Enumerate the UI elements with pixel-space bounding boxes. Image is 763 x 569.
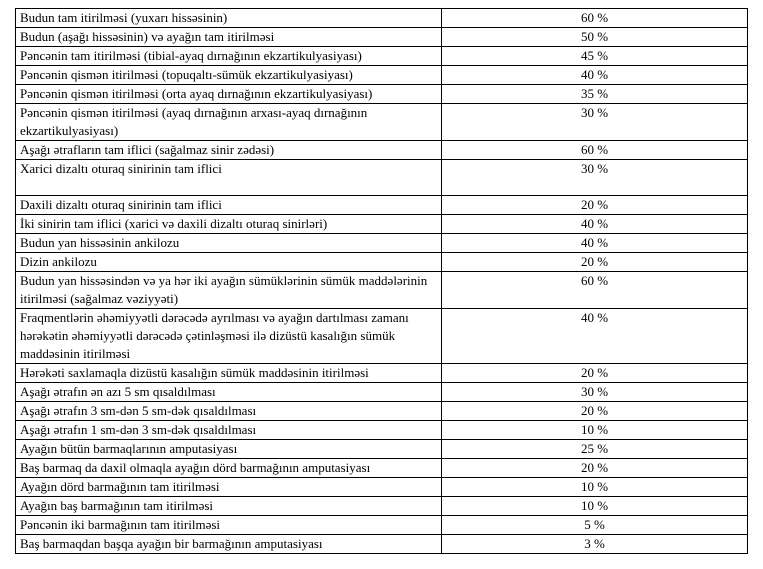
percent-cell: 60 % [441, 140, 748, 160]
condition-cell: Aşağı ətrafın 1 sm-dən 3 sm-dək qısaldıl… [15, 420, 442, 440]
percent-cell: 30 % [441, 382, 748, 402]
condition-cell: Aşağı ətrafın 3 sm-dən 5 sm-dək qısaldıl… [15, 401, 442, 421]
percent-cell: 20 % [441, 363, 748, 383]
condition-cell: Xarici dizaltı oturaq sinirinin tam ifli… [15, 159, 442, 196]
table-row: Budun yan hissəsindən və ya hər iki ayağ… [15, 271, 748, 309]
percent-cell: 35 % [441, 84, 748, 104]
table-row: Aşağı ətrafın ən azı 5 sm qısaldılması 30… [15, 382, 748, 402]
percent-cell: 5 % [441, 515, 748, 535]
table-row: Fraqmentlərin əhəmiyyətli dərəcədə ayrıl… [15, 308, 748, 364]
condition-cell: Pəncənin qismən itirilməsi (topuqaltı-sü… [15, 65, 442, 85]
table-row: Budun yan hissəsinin ankilozu 40 % [15, 233, 748, 253]
percent-cell: 45 % [441, 46, 748, 66]
table-row: Aşağı ətrafın 1 sm-dən 3 sm-dək qısaldıl… [15, 420, 748, 440]
condition-cell: Budun yan hissəsindən və ya hər iki ayağ… [15, 271, 442, 309]
table-row: Baş barmaq da daxil olmaqla ayağın dörd … [15, 458, 748, 478]
disability-table: Budun tam itirilməsi (yuxarı hissəsinin)… [15, 8, 748, 554]
table-row: Pəncənin qismən itirilməsi (topuqaltı-sü… [15, 65, 748, 85]
condition-cell: Daxili dizaltı oturaq sinirinin tam ifli… [15, 195, 442, 215]
percent-cell: 50 % [441, 27, 748, 47]
table-row: Pəncənin tam itirilməsi (tibial-ayaq dır… [15, 46, 748, 66]
condition-cell: Baş barmaqdan başqa ayağın bir barmağını… [15, 534, 442, 554]
condition-cell: Pəncənin iki barmağının tam itirilməsi [15, 515, 442, 535]
condition-cell: Dizin ankilozu [15, 252, 442, 272]
table-row: Budun tam itirilməsi (yuxarı hissəsinin)… [15, 8, 748, 28]
condition-cell: Ayağın dörd barmağının tam itirilməsi [15, 477, 442, 497]
table-row: Daxili dizaltı oturaq sinirinin tam ifli… [15, 195, 748, 215]
table-row: Pəncənin qismən itirilməsi (orta ayaq dı… [15, 84, 748, 104]
condition-cell: Budun (aşağı hissəsinin) və ayağın tam i… [15, 27, 442, 47]
percent-cell: 30 % [441, 103, 748, 141]
percent-cell: 20 % [441, 195, 748, 215]
table-row: Ayağın dörd barmağının tam itirilməsi 10 … [15, 477, 748, 497]
table-row: Baş barmaqdan başqa ayağın bir barmağını… [15, 534, 748, 554]
percent-cell: 20 % [441, 401, 748, 421]
condition-cell: Fraqmentlərin əhəmiyyətli dərəcədə ayrıl… [15, 308, 442, 364]
table-row: Aşağı ətrafların tam iflici (sağalmaz si… [15, 140, 748, 160]
percent-cell: 20 % [441, 252, 748, 272]
condition-cell: Baş barmaq da daxil olmaqla ayağın dörd … [15, 458, 442, 478]
percent-cell: 60 % [441, 8, 748, 28]
percent-cell: 25 % [441, 439, 748, 459]
table-row: Pəncənin qismən itirilməsi (ayaq dırnağı… [15, 103, 748, 141]
table-row: Hərəkəti saxlamaqla dizüstü kasalığın sü… [15, 363, 748, 383]
table-row: Ayağın bütün barmaqlarının amputasiyası 2… [15, 439, 748, 459]
percent-cell: 3 % [441, 534, 748, 554]
table-body: Budun tam itirilməsi (yuxarı hissəsinin)… [15, 8, 748, 554]
percent-cell: 10 % [441, 477, 748, 497]
table-row: Dizin ankilozu 20 % [15, 252, 748, 272]
condition-cell: Budun tam itirilməsi (yuxarı hissəsinin) [15, 8, 442, 28]
percent-cell: 10 % [441, 420, 748, 440]
condition-cell: Aşağı ətrafların tam iflici (sağalmaz si… [15, 140, 442, 160]
condition-cell: Pəncənin qismən itirilməsi (orta ayaq dı… [15, 84, 442, 104]
condition-cell: Aşağı ətrafın ən azı 5 sm qısaldılması [15, 382, 442, 402]
percent-cell: 40 % [441, 214, 748, 234]
percent-cell: 30 % [441, 159, 748, 196]
condition-cell: Ayağın bütün barmaqlarının amputasiyası [15, 439, 442, 459]
table-row: Budun (aşağı hissəsinin) və ayağın tam i… [15, 27, 748, 47]
condition-cell: Pəncənin qismən itirilməsi (ayaq dırnağı… [15, 103, 442, 141]
percent-cell: 40 % [441, 308, 748, 364]
table-row: Pəncənin iki barmağının tam itirilməsi 5 … [15, 515, 748, 535]
table-row: Xarici dizaltı oturaq sinirinin tam ifli… [15, 159, 748, 196]
table-row: Ayağın baş barmağının tam itirilməsi 10 % [15, 496, 748, 516]
condition-cell: Ayağın baş barmağının tam itirilməsi [15, 496, 442, 516]
condition-cell: İki sinirin tam iflici (xarici və daxili… [15, 214, 442, 234]
table-row: Aşağı ətrafın 3 sm-dən 5 sm-dək qısaldıl… [15, 401, 748, 421]
condition-cell: Hərəkəti saxlamaqla dizüstü kasalığın sü… [15, 363, 442, 383]
percent-cell: 60 % [441, 271, 748, 309]
percent-cell: 20 % [441, 458, 748, 478]
percent-cell: 10 % [441, 496, 748, 516]
percent-cell: 40 % [441, 233, 748, 253]
condition-cell: Budun yan hissəsinin ankilozu [15, 233, 442, 253]
table-row: İki sinirin tam iflici (xarici və daxili… [15, 214, 748, 234]
condition-cell: Pəncənin tam itirilməsi (tibial-ayaq dır… [15, 46, 442, 66]
percent-cell: 40 % [441, 65, 748, 85]
